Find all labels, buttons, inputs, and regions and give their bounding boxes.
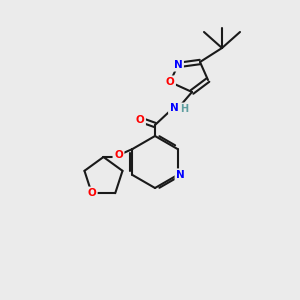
Text: O: O	[87, 188, 96, 198]
Text: O: O	[166, 77, 174, 87]
Text: O: O	[136, 115, 144, 125]
Text: N: N	[169, 103, 178, 113]
Text: N: N	[174, 60, 182, 70]
Text: O: O	[114, 150, 123, 160]
Text: H: H	[180, 104, 188, 114]
Text: N: N	[176, 170, 185, 180]
